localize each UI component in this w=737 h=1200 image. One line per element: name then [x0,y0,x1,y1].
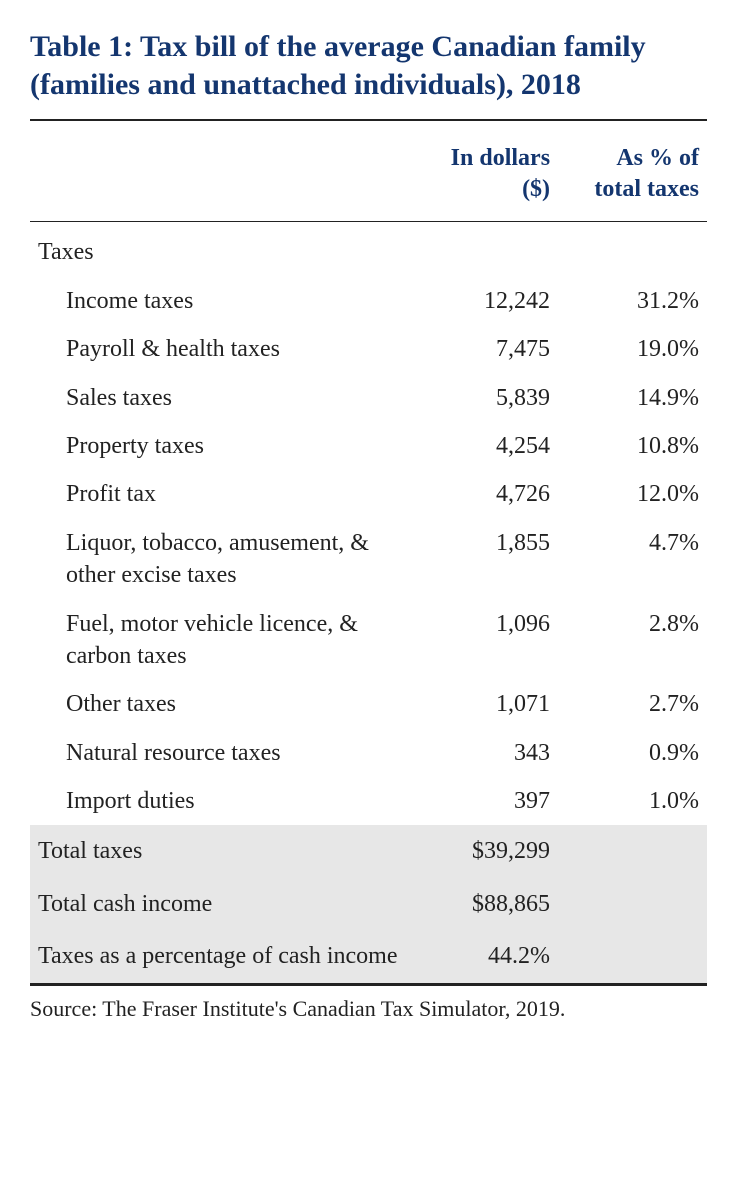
row-pct: 2.7% [558,680,707,728]
table-row: Import duties 397 1.0% [30,777,707,825]
row-dollars: 1,071 [409,680,558,728]
totals-row: Total cash income $88,865 [30,878,707,930]
table-row: Fuel, motor vehicle licence, & carbon ta… [30,600,707,681]
row-pct: 14.9% [558,374,707,422]
section-row: Taxes [30,222,707,277]
row-dollars: 4,254 [409,422,558,470]
section-dollars [409,222,558,277]
row-label: Fuel, motor vehicle licence, & carbon ta… [30,600,409,681]
row-dollars: 1,855 [409,519,558,600]
col-header-label [30,133,409,222]
row-pct: 10.8% [558,422,707,470]
table-row: Profit tax 4,726 12.0% [30,470,707,518]
table-row: Other taxes 1,071 2.7% [30,680,707,728]
source-note: Source: The Fraser Institute's Canadian … [30,984,707,1022]
totals-dollars: $39,299 [409,825,558,877]
row-pct: 4.7% [558,519,707,600]
row-label: Property taxes [30,422,409,470]
row-dollars: 5,839 [409,374,558,422]
col-header-dollars: In dollars ($) [409,133,558,222]
section-label: Taxes [30,222,409,277]
row-label: Other taxes [30,680,409,728]
totals-pct [558,878,707,930]
tax-table: In dollars ($) As % of total taxes Taxes… [30,133,707,984]
row-pct: 31.2% [558,277,707,325]
totals-label: Total taxes [30,825,409,877]
row-pct: 19.0% [558,325,707,373]
row-dollars: 397 [409,777,558,825]
row-label: Income taxes [30,277,409,325]
row-pct: 1.0% [558,777,707,825]
table-title: Table 1: Tax bill of the average Canadia… [30,28,707,121]
row-label: Liquor, tobacco, amusement, & other exci… [30,519,409,600]
totals-label: Taxes as a percentage of cash income [30,930,409,983]
table-row: Sales taxes 5,839 14.9% [30,374,707,422]
row-dollars: 12,242 [409,277,558,325]
row-pct: 2.8% [558,600,707,681]
section-pct [558,222,707,277]
col-header-pct: As % of total taxes [558,133,707,222]
row-pct: 0.9% [558,729,707,777]
table-row: Liquor, tobacco, amusement, & other exci… [30,519,707,600]
row-dollars: 1,096 [409,600,558,681]
table-row: Payroll & health taxes 7,475 19.0% [30,325,707,373]
row-dollars: 7,475 [409,325,558,373]
table-row: Natural resource taxes 343 0.9% [30,729,707,777]
row-label: Sales taxes [30,374,409,422]
table-row: Property taxes 4,254 10.8% [30,422,707,470]
totals-dollars: $88,865 [409,878,558,930]
table-row: Income taxes 12,242 31.2% [30,277,707,325]
row-dollars: 4,726 [409,470,558,518]
totals-dollars: 44.2% [409,930,558,983]
totals-pct [558,930,707,983]
row-label: Profit tax [30,470,409,518]
totals-row: Taxes as a percentage of cash income 44.… [30,930,707,983]
row-label: Payroll & health taxes [30,325,409,373]
row-label: Natural resource taxes [30,729,409,777]
totals-label: Total cash income [30,878,409,930]
totals-row: Total taxes $39,299 [30,825,707,877]
table-header-row: In dollars ($) As % of total taxes [30,133,707,222]
row-label: Import duties [30,777,409,825]
row-pct: 12.0% [558,470,707,518]
totals-pct [558,825,707,877]
row-dollars: 343 [409,729,558,777]
